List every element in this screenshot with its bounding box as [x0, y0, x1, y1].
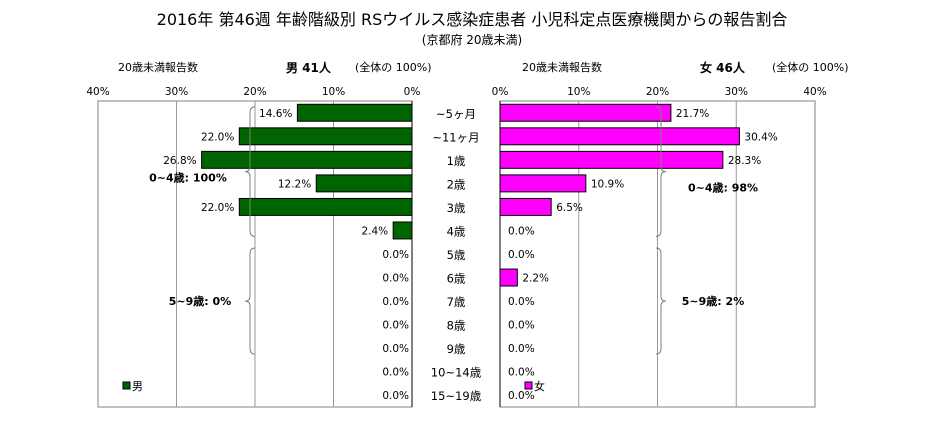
female-tick-label: 0%: [492, 86, 509, 98]
female-data-label: 21.7%: [676, 108, 709, 120]
age-category-label: 8歳: [447, 319, 466, 333]
age-category-label: ~5ヶ月: [436, 107, 476, 121]
female-header-title: 女 46人: [700, 61, 745, 75]
female-data-label: 0.0%: [508, 390, 535, 402]
male-data-label: 0.0%: [382, 273, 409, 285]
age-category-label: 7歳: [447, 295, 466, 309]
female-data-label: 0.0%: [508, 249, 535, 261]
age-category-label: 2歳: [447, 177, 466, 191]
male-bracket-0-4: [244, 106, 256, 237]
age-category-label: 5歳: [447, 248, 466, 262]
male-data-label: 0.0%: [382, 390, 409, 402]
age-category-label: 10~14歳: [431, 366, 482, 380]
male-group-label-0-4: 0~4歳: 100%: [149, 170, 227, 184]
male-bar: [296, 103, 413, 122]
male-data-label: 2.4%: [361, 225, 388, 237]
female-header-total: (全体の 100%): [772, 61, 849, 74]
male-bar: [238, 127, 413, 146]
male-legend-label: 男: [132, 380, 143, 393]
female-data-label: 0.0%: [508, 367, 535, 379]
male-bar: [315, 174, 413, 193]
female-bar: [499, 103, 672, 122]
female-data-label: 10.9%: [591, 178, 624, 190]
female-group-label-0-4: 0~4歳: 98%: [688, 180, 758, 194]
age-category-label: 6歳: [447, 272, 466, 286]
male-data-label: 22.0%: [201, 131, 234, 143]
male-data-label: 22.0%: [201, 202, 234, 214]
male-tick-label: 20%: [243, 86, 266, 98]
female-legend-swatch: [524, 381, 533, 390]
male-data-label: 0.0%: [382, 249, 409, 261]
male-data-label: 0.0%: [382, 343, 409, 355]
male-group-label-5-9: 5~9歳: 0%: [169, 294, 231, 308]
male-bracket-5-9: [244, 247, 256, 355]
female-data-label: 0.0%: [508, 320, 535, 332]
female-tick-label: 10%: [567, 86, 590, 98]
male-data-label: 0.0%: [382, 296, 409, 308]
male-tick-label: 0%: [404, 86, 421, 98]
female-data-label: 0.0%: [508, 343, 535, 355]
female-tick-label: 30%: [725, 86, 748, 98]
female-data-label: 6.5%: [556, 202, 583, 214]
male-legend-swatch: [122, 381, 131, 390]
female-data-label: 0.0%: [508, 225, 535, 237]
female-bar: [499, 197, 552, 216]
male-bar: [392, 221, 413, 240]
chart-subtitle: (京都府 20歳未満): [421, 33, 523, 47]
male-header-title: 男 41人: [286, 61, 331, 75]
male-data-label: 14.6%: [259, 108, 292, 120]
female-tick-label: 40%: [803, 86, 826, 98]
female-data-label: 0.0%: [508, 296, 535, 308]
female-data-label: 2.2%: [522, 273, 549, 285]
female-bar: [499, 268, 518, 287]
male-tick-label: 10%: [322, 86, 345, 98]
female-bracket-0-4: [655, 106, 667, 237]
male-header-count-label: 20歳未満報告数: [118, 61, 198, 74]
age-category-label: 15~19歳: [431, 389, 482, 403]
female-legend-label: 女: [534, 379, 545, 393]
female-bar: [499, 174, 587, 193]
female-header-count-label: 20歳未満報告数: [522, 61, 602, 74]
male-data-label: 0.0%: [382, 367, 409, 379]
female-data-label: 28.3%: [728, 155, 761, 167]
age-category-label: 9歳: [447, 342, 466, 356]
age-category-label: ~11ヶ月: [432, 130, 479, 144]
age-category-label: 1歳: [447, 154, 466, 168]
age-category-label: 4歳: [447, 224, 466, 238]
female-bracket-5-9: [655, 247, 667, 355]
male-tick-label: 30%: [165, 86, 188, 98]
age-category-label: 3歳: [447, 201, 466, 215]
male-data-label: 12.2%: [278, 178, 311, 190]
male-tick-label: 40%: [86, 86, 109, 98]
female-tick-label: 20%: [646, 86, 669, 98]
female-bar: [499, 127, 740, 146]
female-bar: [499, 150, 724, 169]
male-bar: [201, 150, 413, 169]
female-group-label-5-9: 5~9歳: 2%: [682, 294, 744, 308]
male-data-label: 26.8%: [163, 155, 196, 167]
male-header-total: (全体の 100%): [355, 61, 432, 74]
female-data-label: 30.4%: [744, 131, 777, 143]
chart-title: 2016年 第46週 年齢階級別 RSウイルス感染症患者 小児科定点医療機関から…: [156, 10, 788, 29]
male-bar: [238, 197, 413, 216]
male-data-label: 0.0%: [382, 320, 409, 332]
